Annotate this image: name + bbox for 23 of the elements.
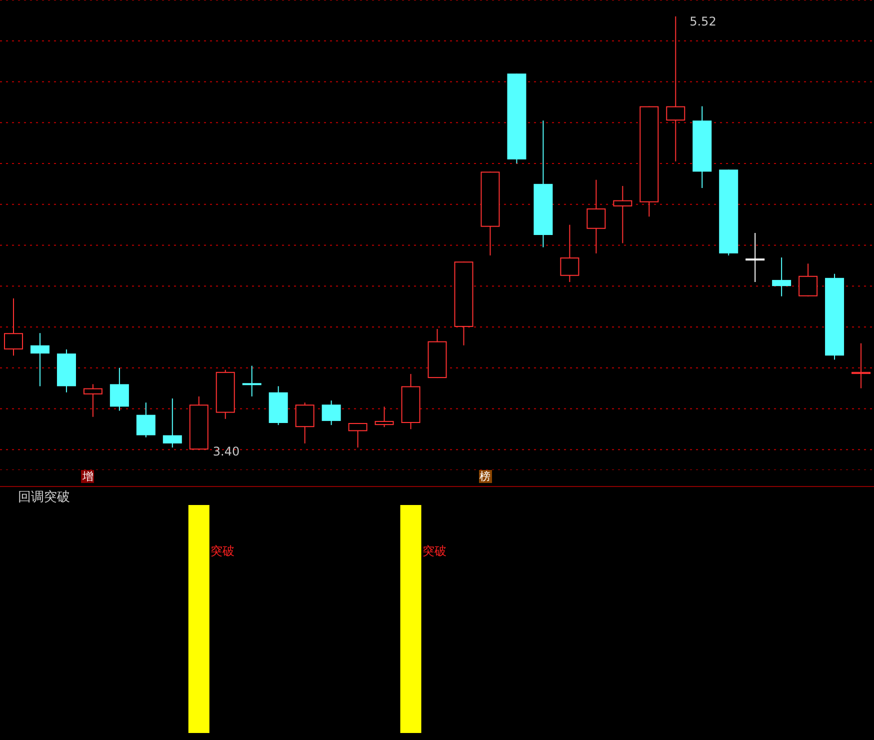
candlestick xyxy=(4,298,23,356)
candlestick xyxy=(295,402,314,444)
candlestick xyxy=(83,384,102,418)
text: 榜 xyxy=(478,470,492,483)
annotation: 突破 xyxy=(210,544,234,558)
candlestick xyxy=(798,263,818,297)
candlestick xyxy=(30,332,50,387)
candlestick xyxy=(110,367,129,412)
candlestick xyxy=(322,400,341,426)
candlestick xyxy=(162,398,182,448)
candlestick xyxy=(586,179,606,254)
annotation: 突破 xyxy=(422,544,446,558)
candlestick xyxy=(348,422,368,448)
annotation: 3.40 xyxy=(212,444,240,459)
chart-title: 回调突破 xyxy=(18,489,70,506)
text: 增 xyxy=(81,470,94,483)
candlestick xyxy=(136,402,156,438)
candlestick xyxy=(772,256,792,297)
candlestick xyxy=(374,406,394,428)
candlestick xyxy=(666,16,686,162)
annotation: 5.52 xyxy=(690,14,716,28)
candlestick xyxy=(613,185,632,244)
candlestick xyxy=(560,224,580,282)
